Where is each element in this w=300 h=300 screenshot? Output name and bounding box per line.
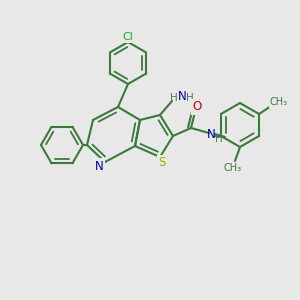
Text: H: H bbox=[215, 134, 223, 144]
Text: O: O bbox=[192, 100, 202, 113]
Text: Cl: Cl bbox=[123, 32, 134, 42]
Text: N: N bbox=[178, 89, 186, 103]
Text: H: H bbox=[170, 93, 178, 103]
Text: CH₃: CH₃ bbox=[270, 97, 288, 107]
Text: N: N bbox=[207, 128, 215, 140]
Text: H: H bbox=[186, 93, 194, 103]
Text: S: S bbox=[158, 157, 166, 169]
Text: CH₃: CH₃ bbox=[224, 163, 242, 173]
Text: N: N bbox=[94, 160, 103, 172]
